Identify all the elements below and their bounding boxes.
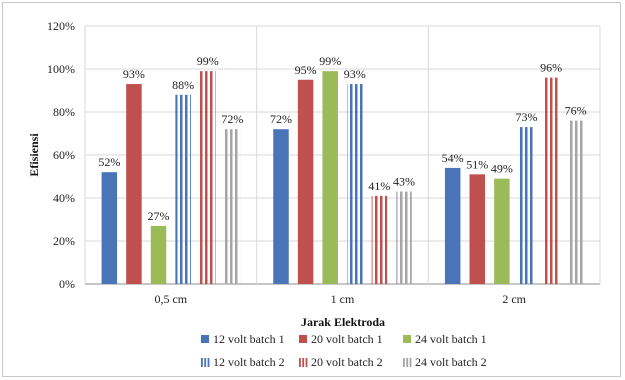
bar: [518, 127, 535, 284]
bar: [396, 191, 412, 284]
bar: [224, 129, 241, 284]
data-label: 72%: [270, 112, 292, 126]
legend-swatch: [403, 358, 405, 367]
data-label: 72%: [221, 112, 243, 126]
legend-swatch: [201, 358, 203, 367]
legend-swatch: [201, 335, 209, 343]
legend-swatch: [207, 358, 210, 367]
data-label: 73%: [515, 110, 537, 124]
legend-label: 12 volt batch 2: [213, 355, 285, 369]
legend-swatch: [403, 335, 411, 343]
data-label: 51%: [466, 157, 488, 171]
bar: [347, 84, 363, 284]
legend-label: 24 volt batch 1: [415, 332, 487, 346]
data-label: 43%: [393, 175, 415, 189]
x-tick-labels: 0,5 cm 1 cm 2 cm: [154, 292, 526, 306]
y-tick-labels: 0% 20% 40% 60% 80% 100% 120%: [47, 19, 75, 291]
bar: [543, 77, 559, 284]
legend-label: 24 volt batch 2: [415, 355, 487, 369]
data-label: 27%: [148, 209, 170, 223]
data-label: 41%: [368, 179, 390, 193]
legend-item: 12 volt batch 2: [201, 355, 285, 369]
legend-item: 24 volt batch 2: [403, 355, 487, 369]
legend-item: 12 volt batch 1: [201, 332, 285, 346]
x-axis-title: Jarak Elektroda: [301, 315, 385, 329]
data-label: 95%: [295, 63, 317, 77]
legend-swatch: [302, 358, 305, 367]
bar: [150, 225, 167, 284]
legend-label: 20 volt batch 2: [311, 355, 383, 369]
legend-swatch: [305, 358, 308, 367]
data-label: 54%: [442, 151, 464, 165]
legend-swatch: [406, 358, 409, 367]
bar: [101, 172, 118, 284]
y-tick-label: 100%: [47, 62, 75, 76]
y-tick-label: 20%: [53, 234, 75, 248]
bar: [494, 178, 510, 284]
data-labels: 52%93%27%88%99%72% 72%95%99%93%41% 43%54% 5…: [98, 54, 586, 223]
x-tick-label: 1 cm: [331, 292, 355, 306]
data-label: 93%: [123, 67, 145, 81]
bar: [371, 195, 388, 284]
legend-label: 20 volt batch 1: [311, 332, 383, 346]
data-label: 49%: [491, 162, 513, 176]
y-axis-title: Efisiensi: [27, 133, 41, 177]
data-label: 99%: [197, 54, 219, 68]
bar: [175, 94, 191, 284]
gridlines: [84, 25, 601, 285]
data-label: 76%: [565, 104, 587, 118]
bars: [101, 71, 584, 285]
legend-swatch: [409, 358, 412, 367]
x-tick-label: 0,5 cm: [154, 292, 187, 306]
legend-item: 20 volt batch 1: [299, 332, 383, 346]
legend: 12 volt batch 1 20 volt batch 1 24 volt ba…: [201, 332, 487, 369]
bar: [444, 167, 461, 284]
y-tick-label: 0%: [59, 277, 75, 291]
legend-swatch: [299, 335, 307, 343]
legend-item: 24 volt batch 1: [403, 332, 487, 346]
x-tick-label: 2 cm: [502, 292, 526, 306]
legend-label: 12 volt batch 1: [213, 332, 285, 346]
y-tick-label: 40%: [53, 191, 75, 205]
bar: [469, 174, 486, 284]
bar: [567, 120, 584, 284]
bar: [322, 71, 338, 285]
data-label: 96%: [540, 61, 562, 75]
bar: [273, 129, 289, 284]
data-label: 99%: [319, 54, 341, 68]
legend-swatch: [299, 358, 301, 367]
y-tick-label: 120%: [47, 19, 75, 33]
y-tick-label: 80%: [53, 105, 75, 119]
bar: [297, 79, 314, 284]
legend-item: 20 volt batch 2: [299, 355, 383, 369]
bar: [126, 84, 142, 284]
bar: [199, 71, 216, 285]
y-tick-label: 60%: [53, 148, 75, 162]
legend-swatch: [204, 358, 207, 367]
data-label: 88%: [172, 78, 194, 92]
data-label: 52%: [98, 155, 120, 169]
data-label: 93%: [344, 67, 366, 81]
